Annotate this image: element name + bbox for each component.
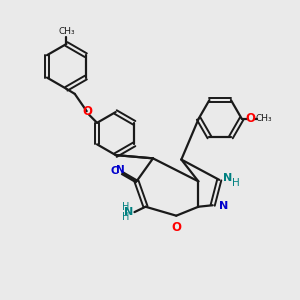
Text: CH₃: CH₃ (58, 27, 75, 36)
Text: H: H (122, 202, 129, 212)
Text: N: N (116, 165, 124, 175)
Text: C: C (110, 167, 118, 176)
Text: H: H (122, 212, 129, 223)
Text: O: O (246, 112, 256, 125)
Text: H: H (232, 178, 240, 188)
Text: N: N (219, 201, 229, 212)
Text: O: O (82, 105, 92, 118)
Text: N: N (224, 173, 233, 183)
Text: CH₃: CH₃ (256, 114, 272, 123)
Text: N: N (124, 207, 134, 217)
Text: O: O (172, 221, 182, 234)
